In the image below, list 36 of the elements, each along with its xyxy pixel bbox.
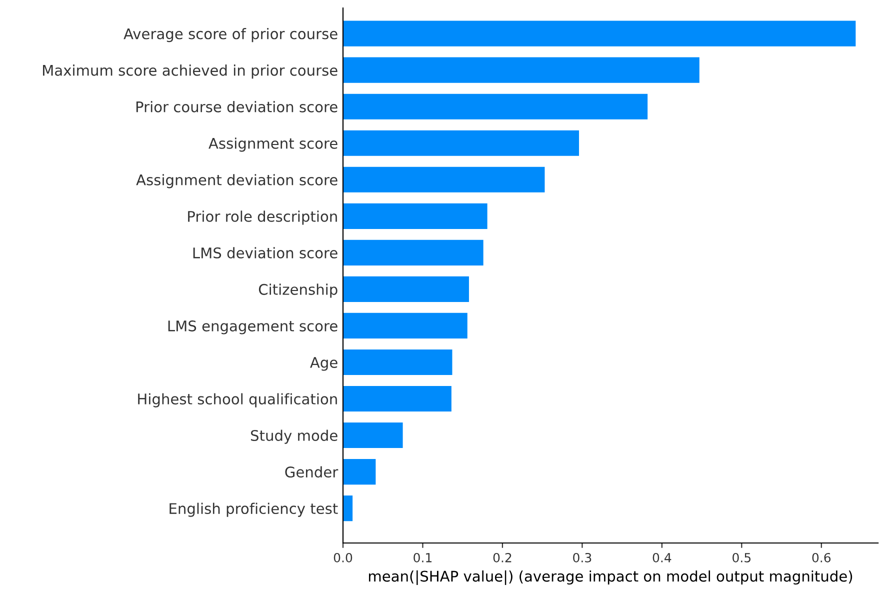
x-tick-label: 0.2 [493,552,512,562]
y-tick-label: LMS engagement score [168,320,338,334]
x-tick-label: 0.3 [573,552,592,562]
bar [343,166,545,192]
bar [343,57,700,83]
bar [343,20,856,46]
x-tick-label: 0.6 [812,552,831,562]
bar [343,130,580,156]
bar [343,349,452,376]
bar [343,240,484,266]
y-tick-label: Gender [285,466,338,478]
y-tick-label: Age [310,357,338,371]
x-axis-title: mean(|SHAP value|) (average impact on model output magnitude) [368,570,852,585]
y-tick-label: Study mode [251,430,338,444]
y-tick-label: Assignment score [208,138,338,152]
y-tick-label: LMS deviation score [193,247,338,258]
bar [343,312,468,338]
y-tick-label: Average score of prior course [124,28,338,42]
y-tick-label: English proficiency test [170,502,338,517]
bar [343,203,488,229]
bar [343,94,648,120]
x-tick-label: 0.5 [732,552,751,562]
x-tick-label: 0.0 [334,552,352,562]
bar [343,459,376,485]
bar [343,496,353,522]
y-tick-label: Highest school qualification [138,393,337,408]
y-tick-label: Maximum score achieved in prior course [43,64,338,79]
y-tick-label: Prior course deviation score [136,101,338,112]
y-tick-label: Assignment deviation score [136,174,338,188]
bar [343,276,469,302]
y-tick-label: Prior role description [188,210,337,225]
bar [343,386,452,412]
x-tick-label: 0.4 [652,552,672,562]
x-tick-label: 0.1 [414,552,432,562]
y-tick-label: Citizenship [258,284,338,298]
bar [343,422,403,448]
